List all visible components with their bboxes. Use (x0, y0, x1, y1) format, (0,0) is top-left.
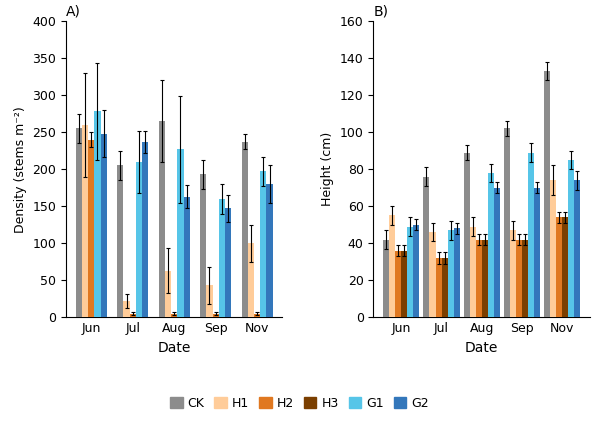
Bar (165, 271, 171, 317)
Bar (183, 197, 190, 317)
Bar (389, 215, 395, 317)
Bar (241, 142, 248, 317)
Bar (142, 142, 149, 317)
Bar (423, 177, 429, 317)
Bar (550, 180, 556, 317)
Legend: CK, H1, H2, H3, G1, G2: CK, H1, H2, H3, G1, G2 (165, 392, 434, 415)
Bar (219, 199, 225, 317)
Bar (75, 129, 82, 317)
Bar (260, 171, 267, 317)
Bar (516, 239, 522, 317)
Bar (476, 239, 482, 317)
X-axis label: Date: Date (465, 341, 498, 354)
Bar (383, 239, 389, 317)
Bar (82, 125, 88, 317)
Bar (267, 184, 273, 317)
Text: B): B) (373, 5, 388, 19)
Bar (248, 243, 254, 317)
Bar (395, 250, 401, 317)
Bar (159, 121, 165, 317)
Bar (534, 188, 540, 317)
Text: A): A) (66, 5, 81, 19)
Bar (136, 162, 142, 317)
Bar (213, 313, 219, 317)
Bar (101, 134, 107, 317)
Bar (556, 217, 562, 317)
X-axis label: Date: Date (158, 341, 191, 354)
Bar (206, 286, 213, 317)
Bar (568, 160, 574, 317)
Y-axis label: Density (stems m⁻²): Density (stems m⁻²) (14, 106, 27, 233)
Bar (129, 313, 136, 317)
Bar (225, 209, 231, 317)
Bar (482, 239, 488, 317)
Bar (200, 174, 206, 317)
Bar (254, 313, 260, 317)
Bar (453, 228, 459, 317)
Bar (522, 239, 528, 317)
Bar (123, 301, 129, 317)
Bar (177, 149, 183, 317)
Bar (504, 129, 510, 317)
Y-axis label: Height (cm): Height (cm) (321, 132, 334, 206)
Bar (88, 140, 95, 317)
Bar (528, 153, 534, 317)
Bar (510, 230, 516, 317)
Bar (470, 227, 476, 317)
Bar (407, 227, 413, 317)
Bar (447, 230, 453, 317)
Bar (435, 258, 441, 317)
Bar (95, 112, 101, 317)
Bar (574, 180, 580, 317)
Bar (413, 225, 419, 317)
Bar (401, 250, 407, 317)
Bar (494, 188, 500, 317)
Bar (429, 232, 435, 317)
Bar (441, 258, 447, 317)
Bar (488, 173, 494, 317)
Bar (562, 217, 568, 317)
Bar (171, 313, 177, 317)
Bar (464, 153, 470, 317)
Bar (117, 165, 123, 317)
Bar (544, 71, 550, 317)
